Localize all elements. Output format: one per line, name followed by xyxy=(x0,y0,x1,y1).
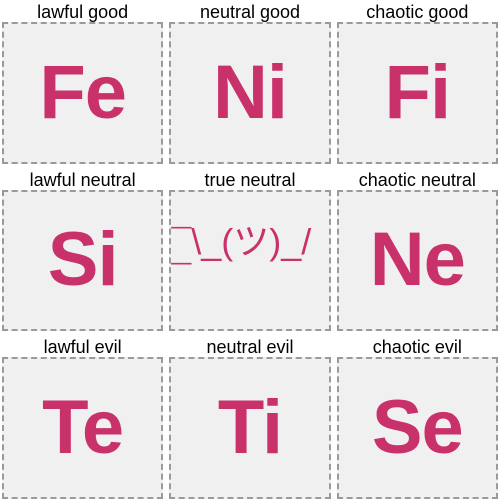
alignment-grid: lawful good Fe neutral good Ni chaotic g… xyxy=(0,0,500,501)
cell-tile: Fe xyxy=(2,22,163,164)
cell-label: true neutral xyxy=(169,170,330,190)
cell-tile: Ni xyxy=(169,22,330,164)
cell-label: chaotic evil xyxy=(337,337,498,357)
cell-value-shrug: ¯\_(ツ)_/¯ xyxy=(171,224,328,296)
cell-value: Ni xyxy=(213,55,287,131)
cell-value: Si xyxy=(48,222,118,298)
cell-tile: Te xyxy=(2,357,163,499)
cell-value: Ne xyxy=(370,222,465,298)
grid-cell: lawful evil Te xyxy=(2,337,163,499)
grid-cell: chaotic good Fi xyxy=(337,2,498,164)
cell-tile: Se xyxy=(337,357,498,499)
cell-label: lawful good xyxy=(2,2,163,22)
cell-tile: ¯\_(ツ)_/¯ xyxy=(169,190,330,332)
cell-value: Fe xyxy=(39,55,126,131)
cell-value: Se xyxy=(372,390,463,466)
cell-label: chaotic good xyxy=(337,2,498,22)
cell-value: Fi xyxy=(385,55,451,131)
cell-tile: Ne xyxy=(337,190,498,332)
grid-cell: neutral good Ni xyxy=(169,2,330,164)
cell-label: neutral good xyxy=(169,2,330,22)
cell-label: lawful evil xyxy=(2,337,163,357)
grid-cell: chaotic evil Se xyxy=(337,337,498,499)
grid-cell: lawful neutral Si xyxy=(2,170,163,332)
cell-tile: Ti xyxy=(169,357,330,499)
grid-cell: lawful good Fe xyxy=(2,2,163,164)
cell-value: Te xyxy=(42,390,123,466)
cell-tile: Si xyxy=(2,190,163,332)
cell-value: Ti xyxy=(218,390,282,466)
cell-label: chaotic neutral xyxy=(337,170,498,190)
grid-cell: chaotic neutral Ne xyxy=(337,170,498,332)
cell-label: neutral evil xyxy=(169,337,330,357)
grid-cell: neutral evil Ti xyxy=(169,337,330,499)
cell-label: lawful neutral xyxy=(2,170,163,190)
grid-cell: true neutral ¯\_(ツ)_/¯ xyxy=(169,170,330,332)
cell-tile: Fi xyxy=(337,22,498,164)
